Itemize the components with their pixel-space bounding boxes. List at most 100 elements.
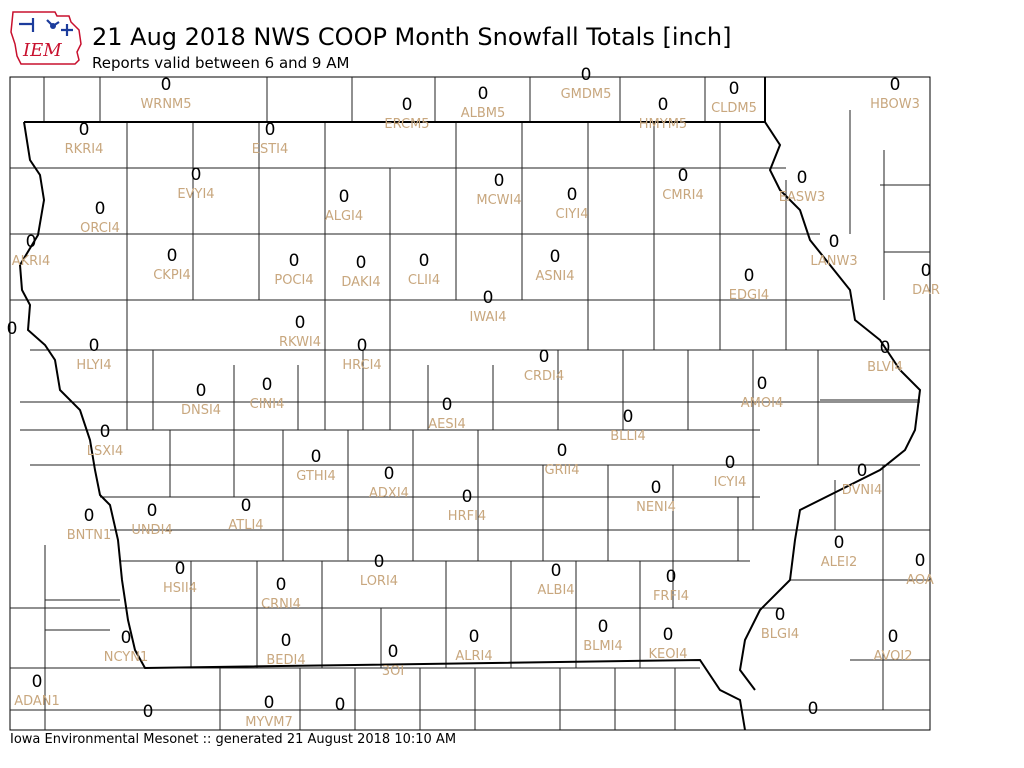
logo-text: IEM [22, 40, 62, 61]
station-value: 0 [829, 232, 840, 252]
station-marker: 0 [808, 699, 819, 719]
station-id: HMYM5 [639, 117, 687, 132]
station-value: 0 [581, 65, 592, 85]
station-marker: 0 RKRI4 [65, 120, 104, 157]
station-value: 0 [264, 693, 275, 713]
station-id: KEOI4 [648, 647, 687, 662]
station-id: HRFI4 [448, 509, 486, 524]
station-id: CINI4 [250, 397, 285, 412]
station-marker: 0 AKRI4 [12, 232, 51, 269]
station-id: ALRI4 [455, 649, 492, 664]
station-value: 0 [265, 120, 276, 140]
station-id: AOA [906, 573, 934, 588]
station-marker: 0 KEOI4 [648, 625, 687, 662]
station-marker: 0 BLLI4 [610, 407, 646, 444]
station-marker: 0 ALEI2 [821, 533, 857, 570]
station-marker: 0 IWAI4 [470, 288, 507, 325]
station-marker: 0 CKPI4 [153, 246, 191, 283]
station-id: DAR [912, 283, 940, 298]
station-value: 0 [921, 261, 932, 281]
station-value: 0 [775, 605, 786, 625]
station-value: 0 [678, 166, 689, 186]
station-id: BNTN1 [67, 528, 112, 543]
station-value: 0 [276, 575, 287, 595]
station-id: NCYN1 [104, 650, 149, 665]
station-value: 0 [84, 506, 95, 526]
station-marker: 0 CLII4 [408, 251, 440, 288]
station-id: BLMI4 [583, 639, 622, 654]
station-value: 0 [262, 375, 273, 395]
station-value: 0 [658, 95, 669, 115]
station-id: 3OI [382, 664, 404, 679]
station-value: 0 [289, 251, 300, 271]
county-borders [10, 77, 930, 730]
station-id: HRCI4 [342, 358, 381, 373]
station-id: EVYI4 [177, 187, 214, 202]
station-marker: 0 DAR [912, 261, 940, 298]
station-marker: 0 CINI4 [250, 375, 285, 412]
station-value: 0 [725, 453, 736, 473]
station-marker: 0 FRFI4 [653, 567, 689, 604]
station-marker: 0 GTHI4 [296, 447, 335, 484]
station-marker: 0 CRDI4 [524, 347, 564, 384]
station-value: 0 [663, 625, 674, 645]
station-id: CKPI4 [153, 268, 191, 283]
station-id: ADXI4 [369, 486, 409, 501]
station-marker: 0 HLYI4 [76, 336, 111, 373]
station-marker: 0 MCWI4 [476, 171, 521, 208]
station-id: MYVM7 [245, 715, 293, 730]
map-frame [9, 76, 931, 731]
station-id: CIYI4 [556, 207, 589, 222]
station-marker: 0 HSII4 [163, 559, 197, 596]
station-id: UNDI4 [131, 523, 172, 538]
station-marker: 0 ALBM5 [461, 84, 506, 121]
station-value: 0 [890, 75, 901, 95]
station-marker: 0 BLVI4 [867, 338, 903, 375]
station-marker: 0 LORI4 [360, 552, 398, 589]
station-value: 0 [167, 246, 178, 266]
station-marker: 0 EDGI4 [729, 266, 769, 303]
station-value: 0 [7, 319, 18, 339]
station-id: CRNI4 [261, 597, 301, 612]
station-marker: 0 ALRI4 [455, 627, 492, 664]
station-marker: 0 NENI4 [636, 478, 676, 515]
station-id: ALBI4 [537, 583, 574, 598]
station-value: 0 [442, 395, 453, 415]
station-id: AESI4 [428, 417, 465, 432]
station-marker: 0 ALBI4 [537, 561, 574, 598]
station-id: FRFI4 [653, 589, 689, 604]
station-value: 0 [478, 84, 489, 104]
station-id: BLVI4 [867, 360, 903, 375]
station-value: 0 [335, 695, 346, 715]
station-value: 0 [494, 171, 505, 191]
station-marker: 0 AESI4 [428, 395, 465, 432]
station-value: 0 [666, 567, 677, 587]
station-value: 0 [550, 247, 561, 267]
station-value: 0 [402, 95, 413, 115]
station-marker: 0 GMDM5 [561, 65, 612, 102]
station-value: 0 [143, 702, 154, 722]
station-id: POCI4 [274, 273, 313, 288]
station-marker: 0 HRCI4 [342, 336, 381, 373]
station-value: 0 [744, 266, 755, 286]
station-id: LSXI4 [87, 444, 124, 459]
station-value: 0 [888, 627, 899, 647]
station-marker: 0 RKWI4 [279, 313, 321, 350]
station-value: 0 [357, 336, 368, 356]
station-value: 0 [89, 336, 100, 356]
station-id: ORCI4 [80, 221, 120, 236]
station-marker: 0 AOA [906, 551, 934, 588]
station-id: CRDI4 [524, 369, 564, 384]
station-value: 0 [79, 120, 90, 140]
station-value: 0 [384, 464, 395, 484]
station-id: ERCM5 [384, 117, 429, 132]
footer-credit: Iowa Environmental Mesonet :: generated … [10, 732, 457, 747]
station-value: 0 [100, 422, 111, 442]
station-id: RKRI4 [65, 142, 104, 157]
station-marker: 0 ESTI4 [252, 120, 289, 157]
station-value: 0 [356, 253, 367, 273]
station-id: HBOW3 [870, 97, 920, 112]
station-id: ASNI4 [536, 269, 575, 284]
station-id: AMOI4 [741, 396, 783, 411]
station-id: EDGI4 [729, 288, 769, 303]
